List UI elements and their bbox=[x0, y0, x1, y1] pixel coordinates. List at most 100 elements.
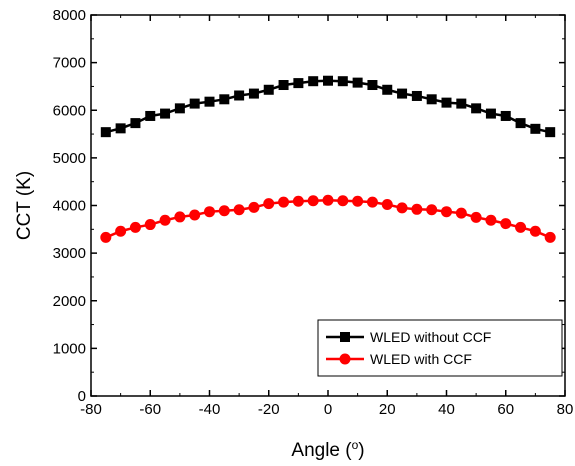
series-point bbox=[292, 195, 304, 207]
series-point bbox=[396, 202, 408, 214]
series-point bbox=[278, 196, 290, 208]
legend-item: WLED without CCF bbox=[326, 329, 491, 345]
series-point bbox=[411, 90, 422, 101]
legend-marker bbox=[340, 332, 350, 342]
series-point bbox=[545, 127, 556, 138]
series-point bbox=[174, 211, 186, 223]
series-point bbox=[100, 127, 111, 138]
series-point bbox=[322, 194, 334, 206]
series-point bbox=[204, 206, 215, 218]
series-point bbox=[189, 209, 201, 221]
series-line bbox=[105, 199, 551, 239]
x-tick-label: 20 bbox=[379, 401, 396, 418]
series-point bbox=[485, 214, 497, 226]
series-point bbox=[485, 108, 496, 119]
x-axis: -80 -60 -40 -20 0 20 40 60 80 bbox=[80, 15, 573, 418]
series-point bbox=[411, 203, 423, 215]
series-1 bbox=[100, 75, 556, 138]
y-tick-label: 3000 bbox=[53, 245, 86, 262]
x-axis-title-end: ) bbox=[358, 440, 364, 461]
series-point bbox=[529, 225, 541, 237]
series-2 bbox=[100, 194, 556, 243]
series-point bbox=[100, 231, 112, 243]
series-point bbox=[233, 204, 245, 216]
series-point bbox=[530, 123, 541, 134]
series-point bbox=[115, 123, 126, 134]
x-axis-title: Angle (o) bbox=[291, 438, 364, 461]
series-point bbox=[500, 218, 512, 230]
series-point bbox=[441, 206, 452, 218]
series-point bbox=[352, 77, 363, 88]
series-point bbox=[115, 225, 127, 237]
series-point bbox=[544, 231, 556, 243]
y-tick-label: 2000 bbox=[53, 293, 86, 310]
series-point bbox=[323, 75, 333, 86]
y-tick-label: 4000 bbox=[53, 198, 86, 215]
x-axis-title-text: Angle ( bbox=[291, 440, 352, 461]
series-point bbox=[145, 110, 156, 121]
y-tick-label: 6000 bbox=[53, 102, 86, 119]
series-point bbox=[219, 94, 230, 105]
legend: WLED without CCF WLED with CCF bbox=[317, 319, 563, 377]
series-point bbox=[426, 204, 438, 216]
series-point bbox=[367, 80, 378, 91]
series-point bbox=[263, 84, 274, 95]
y-tick-label: 7000 bbox=[53, 55, 86, 72]
x-tick-label: -20 bbox=[258, 401, 280, 418]
y-tick-label: 0 bbox=[78, 388, 86, 405]
series-point bbox=[456, 98, 467, 109]
series-point bbox=[382, 84, 393, 95]
y-axis: 0 1000 2000 3000 4000 5000 6000 7000 8000 bbox=[53, 7, 565, 405]
series-point bbox=[234, 90, 245, 101]
x-tick-label: -60 bbox=[139, 401, 161, 418]
legend-label: WLED with CCF bbox=[370, 351, 472, 367]
series-point bbox=[129, 221, 141, 233]
x-tick-label: -80 bbox=[80, 401, 102, 418]
series-point bbox=[160, 108, 171, 119]
legend-marker bbox=[339, 353, 351, 365]
x-tick-label: 40 bbox=[438, 401, 455, 418]
series-point bbox=[352, 195, 364, 207]
y-tick-label: 5000 bbox=[53, 150, 86, 167]
x-tick-label: 0 bbox=[324, 401, 332, 418]
series-point bbox=[307, 195, 319, 207]
series-point bbox=[159, 214, 171, 226]
x-tick-label: -40 bbox=[199, 401, 221, 418]
series-point bbox=[337, 195, 349, 207]
series-point bbox=[515, 118, 526, 129]
legend-label: WLED without CCF bbox=[370, 329, 491, 345]
series-point bbox=[470, 211, 482, 223]
series-point bbox=[515, 221, 527, 233]
series-point bbox=[130, 118, 141, 129]
x-tick-label: 60 bbox=[497, 401, 514, 418]
series-point bbox=[248, 201, 260, 213]
series-point bbox=[397, 88, 408, 99]
series-point bbox=[204, 96, 215, 107]
series-point bbox=[441, 97, 452, 108]
y-tick-label: 8000 bbox=[53, 7, 86, 24]
x-tick-label: 80 bbox=[557, 401, 574, 418]
series-line bbox=[105, 79, 551, 134]
x-axis-title-superscript: o bbox=[352, 438, 359, 452]
series-point bbox=[426, 94, 437, 105]
series-point bbox=[293, 78, 304, 89]
series-point bbox=[471, 103, 482, 114]
y-axis-title: CCT (K) bbox=[14, 171, 35, 240]
series-point bbox=[189, 98, 200, 109]
series-point bbox=[144, 219, 156, 231]
series-point bbox=[381, 199, 393, 211]
series-point bbox=[500, 110, 511, 121]
series-point bbox=[366, 196, 378, 208]
legend-box bbox=[317, 319, 563, 377]
series-point bbox=[278, 80, 289, 91]
series-point bbox=[308, 76, 319, 87]
series-point bbox=[248, 88, 259, 99]
series-point bbox=[218, 205, 230, 217]
legend-item: WLED with CCF bbox=[326, 351, 472, 367]
y-tick-label: 1000 bbox=[53, 340, 86, 357]
series-point bbox=[337, 76, 348, 87]
series-point bbox=[455, 207, 467, 219]
series-layer bbox=[100, 75, 556, 243]
series-point bbox=[174, 103, 185, 114]
